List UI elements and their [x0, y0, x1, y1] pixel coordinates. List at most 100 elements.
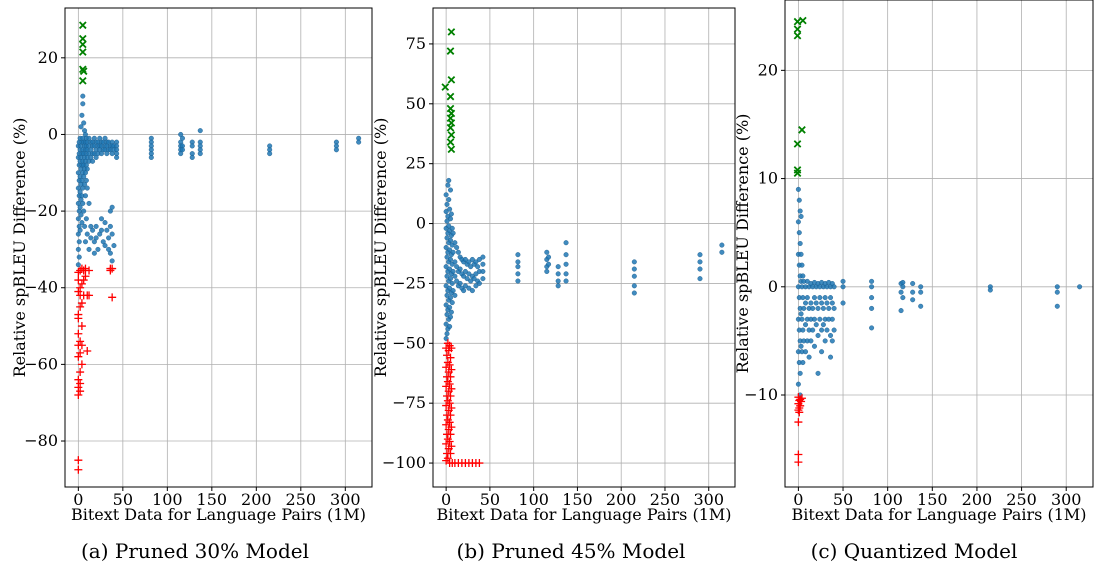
point-circle: [918, 284, 924, 290]
point-circle: [829, 338, 835, 344]
point-circle: [820, 322, 826, 328]
point-circle: [109, 231, 115, 237]
point-plus: [446, 449, 455, 458]
point-circle: [179, 135, 185, 141]
point-circle: [813, 300, 819, 306]
point-plus: [77, 279, 86, 288]
point-circle: [828, 354, 834, 360]
point-circle: [480, 276, 486, 282]
point-circle: [461, 288, 467, 294]
point-circle: [457, 280, 463, 286]
point-circle: [111, 243, 117, 249]
point-circle: [1054, 289, 1060, 295]
point-circle: [447, 285, 453, 291]
point-circle: [79, 220, 85, 226]
point-circle: [102, 243, 108, 249]
panel-caption: (b) Pruned 45% Model: [457, 539, 686, 563]
point-circle: [444, 254, 450, 260]
point-circle: [800, 295, 806, 301]
point-x: [799, 16, 807, 25]
point-circle: [75, 246, 81, 252]
point-circle: [515, 264, 521, 270]
point-circle: [795, 186, 801, 192]
point-plus: [447, 442, 456, 451]
y-tick-label: −50: [392, 333, 426, 352]
point-circle: [447, 324, 453, 330]
point-circle: [869, 325, 875, 331]
x-tick-label: 0: [441, 490, 451, 509]
point-circle: [443, 192, 449, 198]
point-circle: [75, 262, 81, 268]
y-tick-label: −20: [24, 201, 58, 220]
point-circle: [450, 230, 456, 236]
point-circle: [197, 151, 203, 157]
point-circle: [811, 316, 817, 322]
point-circle: [813, 322, 819, 328]
point-circle: [333, 147, 339, 153]
point-plus: [76, 379, 85, 388]
point-circle: [815, 332, 821, 338]
point-circle: [817, 295, 823, 301]
point-circle: [84, 185, 90, 191]
point-circle: [444, 331, 450, 337]
point-circle: [82, 239, 88, 245]
point-circle: [631, 290, 637, 296]
point-circle: [808, 300, 814, 306]
point-circle: [563, 240, 569, 246]
point-circle: [800, 327, 806, 333]
point-circle: [697, 252, 703, 258]
x-tick-label: 250: [286, 490, 317, 509]
point-circle: [446, 197, 452, 203]
point-circle: [869, 295, 875, 301]
panel-c: 0 50 100 150 200 250 300 −10 0 10 20 Bitext Data fo…: [733, 0, 1094, 563]
point-plus: [446, 411, 455, 420]
x-tick-label: 150: [197, 490, 228, 509]
point-circle: [109, 258, 115, 264]
point-circle: [95, 246, 101, 252]
x-tick-label: 200: [962, 490, 993, 509]
point-circle: [795, 381, 801, 387]
point-plus: [108, 293, 117, 302]
point-circle: [828, 295, 834, 301]
point-circle: [88, 235, 94, 241]
point-x: [793, 31, 802, 40]
point-circle: [462, 268, 468, 274]
point-circle: [114, 154, 120, 160]
point-plus: [76, 348, 85, 357]
point-plus: [106, 266, 115, 275]
point-circle: [90, 227, 96, 233]
point-circle: [544, 249, 550, 255]
point-circle: [476, 256, 482, 262]
point-circle: [697, 259, 703, 265]
point-circle: [831, 284, 837, 290]
point-plus: [447, 344, 456, 353]
point-circle: [179, 147, 185, 153]
point-plus: [475, 459, 484, 468]
point-circle: [546, 261, 552, 267]
point-circle: [75, 216, 81, 222]
point-plus: [83, 346, 92, 355]
point-circle: [444, 201, 450, 207]
point-plus: [85, 266, 94, 275]
point-circle: [631, 266, 637, 272]
point-x: [446, 138, 455, 146]
point-circle: [840, 300, 846, 306]
point-circle: [76, 254, 82, 260]
point-circle: [831, 327, 837, 333]
point-circle: [443, 283, 449, 289]
point-circle: [900, 279, 906, 285]
point-circle: [444, 292, 450, 298]
point-circle: [462, 283, 468, 289]
x-axis-label: Bitext Data for Language Pairs (1M): [71, 505, 366, 524]
y-tick-label: 20: [758, 60, 778, 79]
point-circle: [444, 312, 450, 318]
point-x: [798, 126, 806, 134]
y-axis-label: Relative spBLEU Difference (%): [733, 114, 752, 374]
point-circle: [803, 349, 809, 355]
point-circle: [448, 309, 454, 315]
point-circle: [447, 247, 453, 253]
point-circle: [189, 143, 195, 149]
point-plus: [74, 383, 83, 392]
point-circle: [555, 278, 561, 284]
point-plus: [79, 276, 88, 285]
